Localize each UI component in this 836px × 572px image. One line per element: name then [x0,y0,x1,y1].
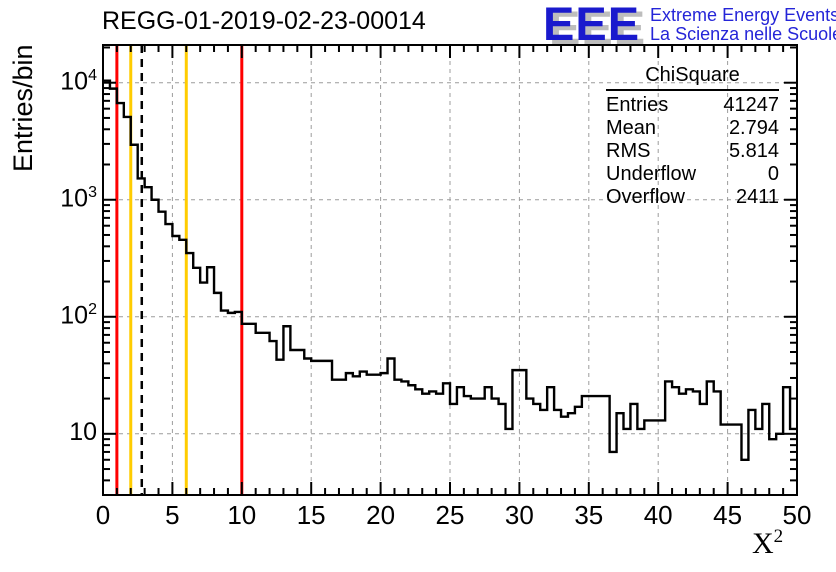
stat-label: RMS [606,140,651,162]
stat-label: Overflow [606,186,685,208]
stat-value: 2411 [735,186,779,208]
stat-label: Underflow [606,163,697,185]
stat-row: Mean 2.794 [606,117,779,140]
stat-value: 5.814 [728,140,779,162]
x-tick-label: 40 [643,500,673,530]
x-tick-label: 15 [296,500,326,530]
x-tick-label: 30 [504,500,534,530]
x-tick-label: 45 [713,500,743,530]
histogram-step-line [103,79,797,461]
y-tick-label: 104 [60,66,97,96]
x-tick-label: 0 [95,500,111,530]
stat-value: 0 [767,163,779,185]
y-tick-label: 102 [60,300,97,330]
stats-box-title: ChiSquare [606,64,779,91]
eee-logo-text: Extreme Energy Events La Scienza nelle S… [650,2,836,44]
stat-value: 2.794 [728,117,779,139]
plot-title: REGG-01-2019-02-23-00014 [102,7,426,35]
x-axis-title-base: X [752,527,774,560]
stat-row: Underflow 0 [606,163,779,186]
x-tick-label: 5 [165,500,180,530]
x-tick-label: 25 [435,500,465,530]
stats-box: ChiSquare Entries 41247 Mean 2.794 RMS 5.814 U… [606,64,779,209]
x-axis-title: X2 [752,526,783,561]
stat-label: Mean [606,117,657,139]
y-tick-label: 103 [60,183,97,213]
x-tick-label: 35 [574,500,604,530]
y-axis-title: Entries/bin [8,44,38,172]
eee-logo-acronym: EEE [543,0,641,50]
stat-row: Overflow 2411 [606,186,779,209]
x-tick-label: 20 [366,500,396,530]
x-axis-title-exponent: 2 [773,526,784,547]
eee-logo-line2: La Scienza nelle Scuole [650,24,836,44]
stat-value: 41247 [723,94,779,116]
x-tick-label: 50 [782,500,812,530]
eee-logo: EEE Extreme Energy Events La Scienza nel… [543,0,836,50]
y-tick-label: 10 [69,417,97,446]
stat-row: Entries 41247 [606,94,779,117]
stats-rows: Entries 41247 Mean 2.794 RMS 5.814 Underflow 0 O… [606,94,779,209]
stat-row: RMS 5.814 [606,140,779,163]
stat-label: Entries [606,94,669,116]
eee-logo-line1: Extreme Energy Events [650,5,836,25]
x-tick-label: 10 [227,500,257,530]
